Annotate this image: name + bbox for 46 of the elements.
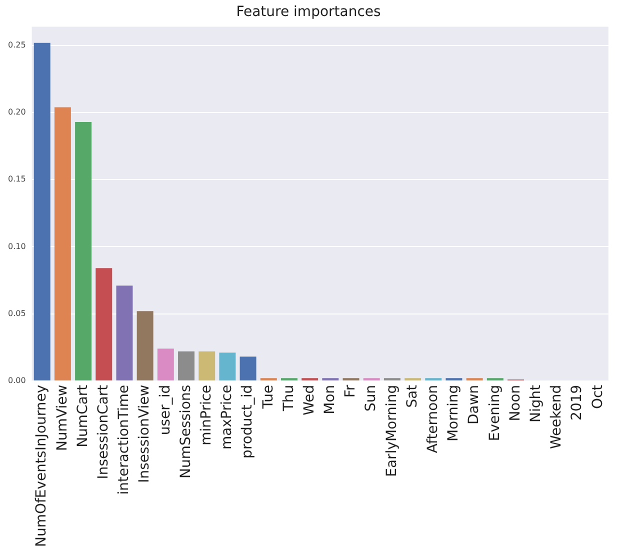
bar (219, 352, 236, 380)
x-tick-label: Evening (486, 384, 503, 442)
bar (96, 268, 112, 380)
x-tick-label: NumView (54, 384, 70, 452)
x-tick-label: InsessionCart (96, 384, 112, 480)
x-tick-label: NumCart (74, 384, 91, 448)
x-tick-label: user_id (157, 384, 174, 436)
x-tick-label: NumSessions (178, 384, 194, 479)
x-tick-label: InsessionView (136, 384, 153, 483)
x-tick-label: Thu (280, 384, 297, 412)
x-tick-label: NumOfEventsInJourney (34, 384, 50, 548)
x-tick-label: maxPrice (219, 384, 236, 450)
chart-title: Feature importances (236, 4, 381, 20)
bar (54, 107, 71, 380)
x-tick-label: Afternoon (425, 384, 442, 454)
x-tick-label: Sat (404, 384, 420, 408)
bar (157, 348, 174, 380)
x-tick-label: interactionTime (116, 384, 132, 495)
x-tick-label: product_id (240, 384, 256, 458)
bar (198, 351, 216, 380)
x-tick-label: Night (528, 384, 544, 422)
x-tick-label: Sun (363, 384, 380, 412)
y-tick-label: 0.10 (8, 242, 26, 251)
bar (116, 286, 133, 380)
y-tick-label: 0.00 (8, 376, 26, 385)
x-tick-label: minPrice (198, 384, 214, 446)
x-tick-label: Tue (260, 384, 276, 410)
x-tick-label: Wed (301, 384, 318, 416)
x-tick-label: Morning (446, 384, 462, 442)
y-tick-label: 0.05 (8, 308, 26, 318)
x-tick-label: EarlyMorning (384, 384, 400, 477)
bar (136, 311, 154, 380)
bar (240, 356, 256, 380)
x-tick-label: Dawn (466, 384, 482, 425)
x-tick-label: Oct (590, 384, 606, 410)
x-tick-label: 2019 (569, 384, 586, 420)
bar (34, 42, 50, 380)
bar (75, 122, 92, 380)
x-tick-label: Fr (342, 384, 359, 398)
y-tick-label: 0.15 (8, 174, 26, 184)
y-tick-label: 0.25 (8, 40, 26, 50)
x-tick-label: Weekend (548, 384, 565, 450)
y-tick-label: 0.20 (8, 108, 26, 117)
x-tick-label: Mon (322, 384, 338, 414)
x-tick-label: Noon (507, 384, 524, 422)
bar (178, 351, 194, 380)
